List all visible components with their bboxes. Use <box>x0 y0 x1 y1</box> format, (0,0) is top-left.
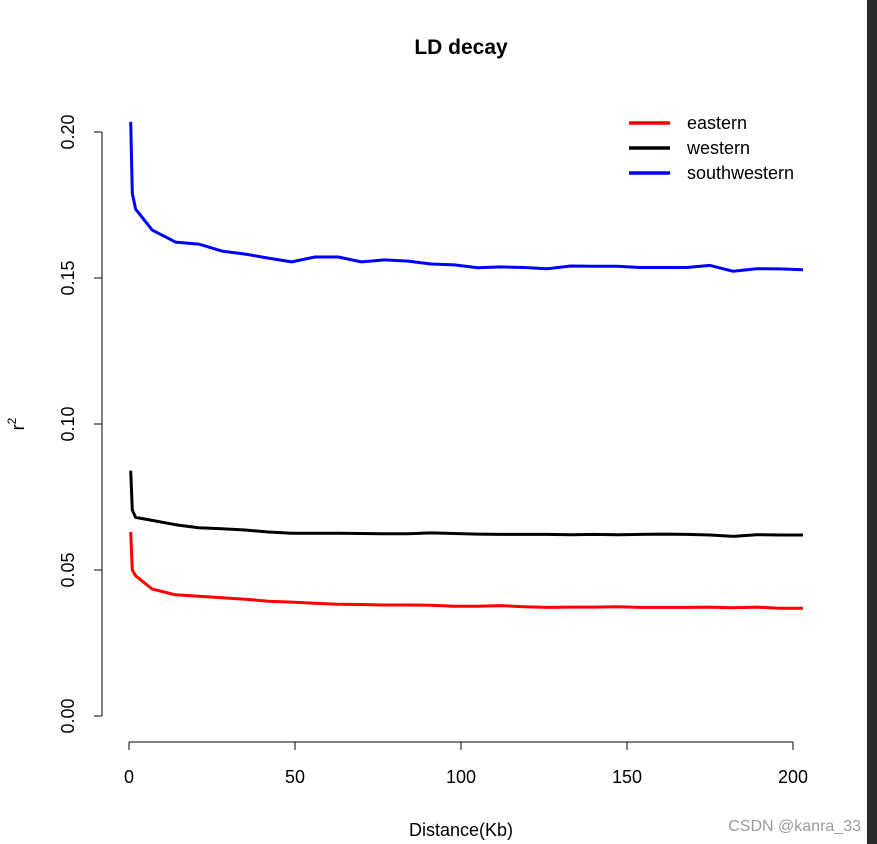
y-axis-label-base: r <box>8 424 28 430</box>
y-tick-label: 0.10 <box>58 406 78 441</box>
y-tick-label: 0.15 <box>58 260 78 295</box>
y-axis-label: r2 <box>5 417 28 430</box>
window-edge <box>867 0 877 844</box>
y-axis-label-group: r2 <box>5 417 28 430</box>
watermark: CSDN @kanra_33 <box>728 818 861 835</box>
y-tick-label: 0.05 <box>58 552 78 587</box>
x-tick-label: 100 <box>446 767 476 787</box>
legend-label-eastern: eastern <box>687 113 747 133</box>
series-line-eastern <box>129 531 803 610</box>
series-line-southwestern <box>129 121 804 273</box>
x-tick-label: 0 <box>124 767 134 787</box>
legend-label-western: western <box>686 138 750 158</box>
series-line-western <box>129 470 803 538</box>
y-tick-label: 0.00 <box>58 698 78 733</box>
x-axis-label: Distance(Kb) <box>409 820 513 840</box>
x-tick-label: 50 <box>285 767 305 787</box>
x-tick-label: 200 <box>778 767 808 787</box>
y-axis-label-superscript: 2 <box>5 417 19 424</box>
legend-label-southwestern: southwestern <box>687 163 794 183</box>
y-tick-label: 0.20 <box>58 114 78 149</box>
x-tick-label: 150 <box>612 767 642 787</box>
chart-title: LD decay <box>414 36 508 59</box>
